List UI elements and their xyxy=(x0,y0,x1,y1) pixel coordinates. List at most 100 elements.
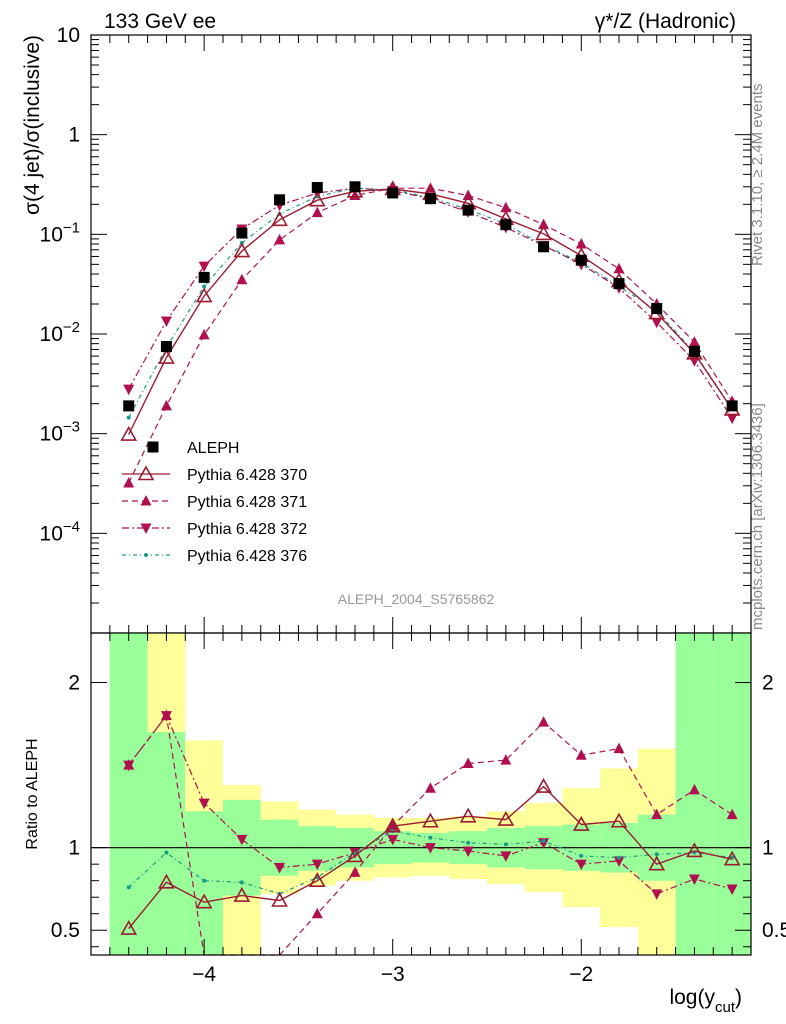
main-frame xyxy=(90,34,752,634)
legend-item-p370: Pythia 6.428 370 xyxy=(122,465,307,484)
ratio-point-p376 xyxy=(239,880,244,885)
point-data xyxy=(160,340,172,352)
point-p370 xyxy=(158,348,175,364)
ratio-point-p371 xyxy=(311,907,323,919)
legend-item-p371: Pythia 6.428 371 xyxy=(122,494,307,511)
band-inner xyxy=(185,811,223,955)
ratio-point-p372 xyxy=(160,711,172,722)
y-tick-label-exp: −2 xyxy=(63,319,80,336)
ratio-point-p376 xyxy=(466,840,471,845)
x-tick-label: −4 xyxy=(192,963,216,986)
legend-item-data: ALEPH xyxy=(147,440,239,457)
legend-item-p376: Pythia 6.428 376 xyxy=(122,548,307,565)
point-p371 xyxy=(500,201,512,213)
ratio-point-p372 xyxy=(688,874,700,886)
point-data xyxy=(575,254,587,266)
legend-marker-p376 xyxy=(144,553,148,557)
y-tick-label: 10 xyxy=(57,24,80,47)
ratio-line-p372 xyxy=(128,714,733,895)
header-left-title: 133 GeV ee xyxy=(104,10,216,33)
ratio-point-p376 xyxy=(617,855,621,860)
point-p372 xyxy=(688,356,700,367)
ratio-point-p376 xyxy=(126,885,131,890)
ratio-point-p372 xyxy=(651,889,663,900)
point-data xyxy=(123,400,135,412)
point-data xyxy=(500,219,512,231)
point-p372 xyxy=(123,384,135,396)
ratio-y-tick-label-left: 1 xyxy=(68,837,80,860)
x-axis-label-close: ) xyxy=(735,986,742,1009)
point-p370 xyxy=(271,211,288,227)
ratio-frame xyxy=(90,632,752,956)
point-p371 xyxy=(538,218,550,230)
ratio-point-p371 xyxy=(500,754,512,765)
series-line-p371 xyxy=(128,187,733,484)
legend-marker-p372 xyxy=(140,523,152,534)
point-data xyxy=(424,193,436,205)
ratio-point-p372 xyxy=(726,884,738,895)
ratio-point-p371 xyxy=(575,749,587,760)
ratio-point-p371 xyxy=(688,783,700,795)
ratio-y-tick-label-left: 0.5 xyxy=(51,919,80,942)
point-p370 xyxy=(195,287,213,303)
point-data xyxy=(538,241,550,253)
ratio-point-p372 xyxy=(462,846,474,857)
ratio-point-p370 xyxy=(610,812,628,828)
ratio-point-p370 xyxy=(497,810,515,826)
ratio-line-p370 xyxy=(128,785,733,930)
point-p372 xyxy=(726,413,738,425)
point-data xyxy=(613,278,625,290)
ratio-y-tick-label-right: 1 xyxy=(762,837,774,860)
series-data xyxy=(123,181,738,412)
point-p371 xyxy=(160,399,172,411)
ratio-point-p370 xyxy=(158,873,175,889)
ratio-point-p371 xyxy=(538,716,550,727)
point-data xyxy=(198,271,210,283)
main-ticks: 10 1 10−1 10−2 10−3 10−4 xyxy=(40,24,752,634)
point-p376 xyxy=(126,415,131,420)
y-tick-label-exp: −4 xyxy=(63,518,80,535)
legend-item-p372: Pythia 6.428 372 xyxy=(122,521,307,538)
ratio-point-p376 xyxy=(164,850,169,855)
point-data xyxy=(349,181,361,193)
ratio-point-p372 xyxy=(387,834,399,846)
legend: ALEPH Pythia 6.428 370 Pythia 6.428 371 Pyt… xyxy=(122,440,307,565)
legend-label-p370: Pythia 6.428 370 xyxy=(187,467,307,484)
side-rivet-text: Rivet 3.1.10, ≥ 2.4M events xyxy=(749,84,766,267)
ratio-point-p370 xyxy=(686,842,703,858)
band-inner xyxy=(713,633,751,955)
side-mcplots-text: mcplots.cern.ch [arXiv:1306.3436] xyxy=(749,403,766,630)
legend-marker-data xyxy=(147,441,159,453)
band-inner xyxy=(147,732,186,955)
ratio-panel: 2 2 1 1 0.5 0.5 −4 −3 −2 Ratio to ALEPH log(ycut… xyxy=(24,632,786,1016)
point-p371 xyxy=(613,262,625,274)
ratio-series-p372 xyxy=(123,711,738,900)
point-p371 xyxy=(575,237,587,249)
ratio-point-p371 xyxy=(462,757,474,768)
ratio-y-tick-label-right: 2 xyxy=(762,672,774,695)
ratio-point-p371 xyxy=(424,782,436,793)
ratio-point-p376 xyxy=(579,853,584,858)
ratio-point-p370 xyxy=(308,872,326,887)
header-right-title-rest: (Hadronic) xyxy=(632,10,736,33)
point-p372 xyxy=(198,261,210,273)
ratio-point-p372 xyxy=(500,851,512,862)
ratio-y-tick-label-right: 0.5 xyxy=(762,919,786,942)
ratio-point-p372 xyxy=(123,760,135,772)
ratio-point-p372 xyxy=(236,834,248,846)
ratio-point-p370 xyxy=(459,807,477,823)
legend-label-data: ALEPH xyxy=(187,440,239,457)
ratio-point-p376 xyxy=(428,835,433,840)
ratio-point-p371 xyxy=(651,808,663,820)
band-inner xyxy=(109,633,148,955)
ratio-point-p370 xyxy=(535,777,552,793)
x-tick-label: −2 xyxy=(569,963,593,986)
point-data xyxy=(651,303,663,315)
series-line-p372 xyxy=(128,187,733,419)
ratio-series-p370 xyxy=(120,777,741,935)
ratio-point-p372 xyxy=(274,862,286,874)
point-data xyxy=(726,400,738,412)
y-tick-label: 10−1 xyxy=(40,219,80,246)
point-p371 xyxy=(123,476,135,488)
point-data xyxy=(688,345,700,357)
